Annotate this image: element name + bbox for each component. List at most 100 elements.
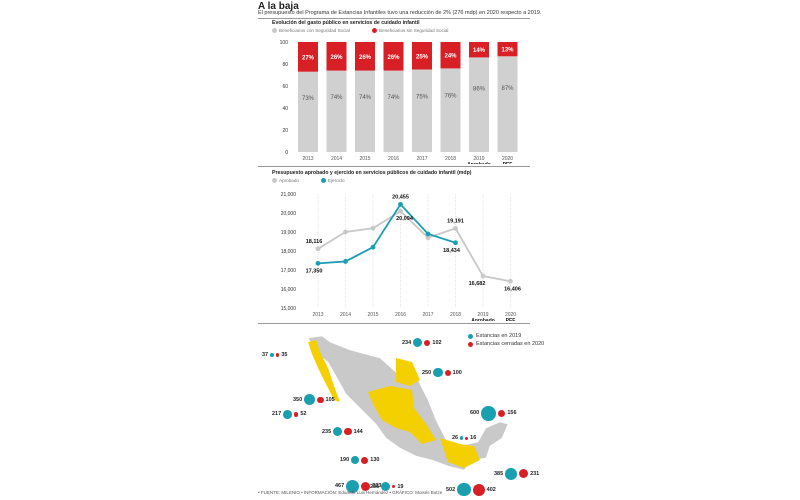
state-closed-bubble bbox=[361, 456, 369, 464]
bar-red bbox=[298, 42, 318, 72]
y-tick-label: 20,000 bbox=[281, 211, 297, 217]
legend-dot-2019 bbox=[468, 333, 473, 339]
state-2019-count: 350 bbox=[293, 396, 303, 403]
state-2019-bubble bbox=[457, 483, 471, 497]
bar-label-red: 26% bbox=[387, 55, 400, 61]
state-2019-bubble bbox=[346, 480, 360, 493]
data-point bbox=[480, 273, 486, 279]
baja-california bbox=[308, 340, 340, 402]
x-tick-label: 2020 bbox=[505, 312, 516, 318]
bar-label-red: 14% bbox=[473, 48, 486, 54]
state-stat: 385 231 bbox=[494, 468, 539, 480]
state-2019-count: 467 bbox=[335, 483, 345, 490]
state-closed-count: 102 bbox=[432, 339, 442, 346]
state-2019-bubble bbox=[460, 436, 464, 440]
bar-red bbox=[412, 42, 432, 70]
state-2019-bubble bbox=[351, 456, 360, 465]
state-closed-count: 35 bbox=[281, 352, 288, 358]
state-closed-bubble bbox=[465, 436, 469, 440]
highlighted-states-east bbox=[440, 438, 480, 468]
bar-label-red: 27% bbox=[302, 55, 315, 61]
state-2019-bubble bbox=[333, 427, 343, 437]
x-tick-label: 2018 bbox=[445, 156, 456, 162]
legend-swatch-red bbox=[372, 28, 377, 33]
data-point bbox=[343, 229, 348, 235]
highlighted-states bbox=[368, 386, 436, 444]
series-line bbox=[317, 202, 456, 265]
x-sub-label: PEF bbox=[503, 162, 513, 164]
state-stat: 217 52 bbox=[272, 410, 306, 419]
bar-gray bbox=[412, 69, 432, 152]
bar-gray bbox=[355, 70, 375, 152]
state-closed-count: 231 bbox=[530, 470, 540, 477]
state-2019-count: 250 bbox=[422, 369, 432, 376]
legend-label-ejercido: Ejercido bbox=[327, 178, 345, 183]
bar-label-gray: 86% bbox=[473, 87, 486, 93]
state-closed-count: 19 bbox=[397, 483, 404, 490]
x-tick-label: 2015 bbox=[359, 156, 370, 162]
bar-red bbox=[440, 42, 461, 69]
divider bbox=[258, 323, 530, 324]
state-closed-count: 402 bbox=[486, 486, 496, 493]
state-2019-count: 37 bbox=[262, 352, 269, 358]
bar-gray bbox=[469, 57, 489, 152]
bar-gray bbox=[383, 70, 404, 152]
bar-chart-title: Evolución del gasto público en servicios… bbox=[272, 20, 420, 26]
state-stat: 250 100 bbox=[422, 368, 462, 378]
state-closed-bubble bbox=[472, 483, 485, 496]
data-point bbox=[370, 244, 376, 250]
divider bbox=[258, 166, 530, 167]
state-closed-bubble bbox=[444, 369, 451, 376]
bar-label-gray: 74% bbox=[387, 95, 400, 101]
x-tick-label: 2020 bbox=[502, 156, 513, 162]
bar-label-gray: 73% bbox=[302, 96, 315, 102]
state-stat: 350 105 bbox=[293, 394, 335, 406]
state-stat: 235 19 bbox=[370, 482, 404, 492]
x-tick-label: 2017 bbox=[416, 156, 427, 162]
data-point bbox=[315, 246, 321, 252]
bar-label-gray: 75% bbox=[416, 94, 429, 100]
legend-swatch-aprobado bbox=[272, 178, 277, 183]
footer: • FUENTE: MILENIO • INFORMACIÓN: Eduardo… bbox=[258, 490, 443, 495]
state-closed-count: 16 bbox=[470, 435, 477, 441]
y-tick-label: 18,000 bbox=[281, 249, 297, 255]
bar-chart: 0 20 40 60 80 100 27% 73% 2013 26% 74% 2014 26% 74% 20… bbox=[280, 40, 518, 164]
y-tick-label: 60 bbox=[282, 84, 288, 90]
bar-gray bbox=[298, 71, 318, 152]
bar-red bbox=[497, 42, 518, 57]
state-2019-bubble bbox=[381, 482, 391, 492]
state-2019-bubble bbox=[481, 406, 496, 421]
state-closed-count: 100 bbox=[452, 369, 462, 376]
data-point bbox=[425, 235, 431, 241]
data-label: 16,406 bbox=[504, 286, 521, 292]
legend-dot-closed bbox=[468, 341, 473, 347]
data-label: 18,434 bbox=[443, 248, 461, 254]
bar-label-red: 24% bbox=[444, 54, 457, 60]
state-2019-count: 234 bbox=[402, 339, 412, 346]
x-tick-label: 2015 bbox=[367, 312, 378, 318]
legend-label-2019: Estancias en 2019 bbox=[476, 333, 522, 339]
divider bbox=[258, 18, 530, 19]
bar-label-red: 26% bbox=[359, 55, 372, 61]
y-tick-label: 19,000 bbox=[281, 230, 297, 236]
state-stat: 467 233 bbox=[335, 480, 381, 493]
state-closed-count: 105 bbox=[325, 396, 335, 403]
data-label: 18,116 bbox=[306, 239, 323, 245]
state-2019-count: 190 bbox=[340, 457, 350, 464]
x-tick-label: 2018 bbox=[450, 312, 461, 318]
chart-subtitle: El presupuesto del Programa de Estancias… bbox=[258, 10, 542, 16]
state-closed-count: 130 bbox=[370, 457, 380, 464]
data-label: 17,350 bbox=[306, 268, 323, 274]
bar-red bbox=[326, 42, 347, 71]
legend-label-closed: Estancias cerradas en 2020 bbox=[476, 341, 545, 347]
state-stat: 26 16 bbox=[452, 435, 476, 441]
state-stat: 37 35 bbox=[262, 352, 287, 358]
state-2019-count: 502 bbox=[446, 486, 456, 493]
bar-gray bbox=[497, 56, 518, 152]
state-closed-bubble bbox=[317, 396, 324, 403]
line-legend: Aprobado Ejercido bbox=[272, 178, 345, 183]
bar-label-red: 26% bbox=[330, 55, 343, 61]
legend-label-red: Beneficiarios sin Seguridad Social bbox=[379, 28, 449, 33]
bar-gray bbox=[326, 70, 347, 152]
state-closed-bubble bbox=[361, 481, 371, 492]
